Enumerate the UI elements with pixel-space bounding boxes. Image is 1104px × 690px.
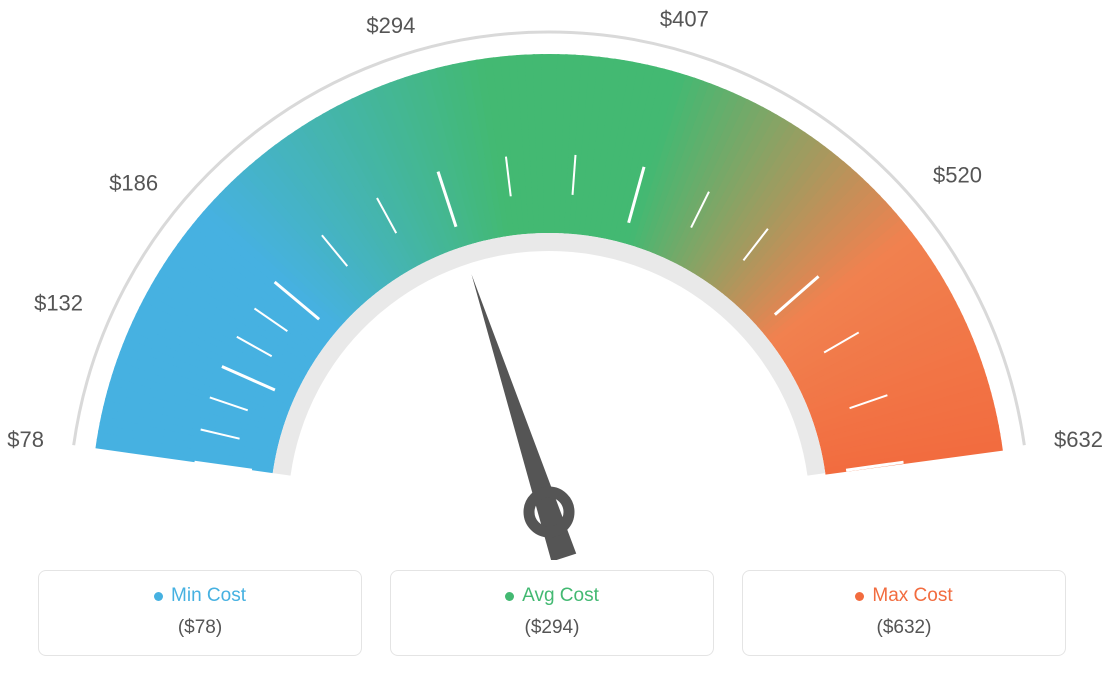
gauge-chart: $78 $132 $186 $294 $407 $520 $632: [0, 0, 1104, 560]
legend-card-avg: Avg Cost ($294): [390, 570, 714, 656]
gauge-tick-label: $132: [34, 291, 83, 316]
dot-avg-icon: [505, 592, 514, 601]
dot-min-icon: [154, 592, 163, 601]
gauge-color-arc: [95, 54, 1002, 475]
legend-title-max: Max Cost: [855, 585, 952, 607]
gauge-tick-label: $186: [109, 170, 158, 195]
gauge-tick-label: $407: [660, 6, 709, 31]
gauge-tick-label: $78: [7, 427, 44, 452]
legend-label-avg: Avg Cost: [522, 585, 599, 607]
gauge-needle: [472, 274, 577, 560]
gauge-tick-label: $520: [933, 162, 982, 187]
legend-title-avg: Avg Cost: [505, 585, 599, 607]
legend-card-max: Max Cost ($632): [742, 570, 1066, 656]
gauge-tick-label: $294: [366, 13, 415, 38]
gauge-svg: $78 $132 $186 $294 $407 $520 $632: [0, 0, 1104, 560]
legend-value-avg: ($294): [401, 617, 703, 639]
legend-label-min: Min Cost: [171, 585, 246, 607]
dot-max-icon: [855, 592, 864, 601]
legend-label-max: Max Cost: [872, 585, 952, 607]
legend-card-min: Min Cost ($78): [38, 570, 362, 656]
legend-title-min: Min Cost: [154, 585, 246, 607]
legend-value-max: ($632): [753, 617, 1055, 639]
legend-value-min: ($78): [49, 617, 351, 639]
gauge-tick-label: $632: [1054, 427, 1103, 452]
legend-row: Min Cost ($78) Avg Cost ($294) Max Cost …: [0, 560, 1104, 656]
